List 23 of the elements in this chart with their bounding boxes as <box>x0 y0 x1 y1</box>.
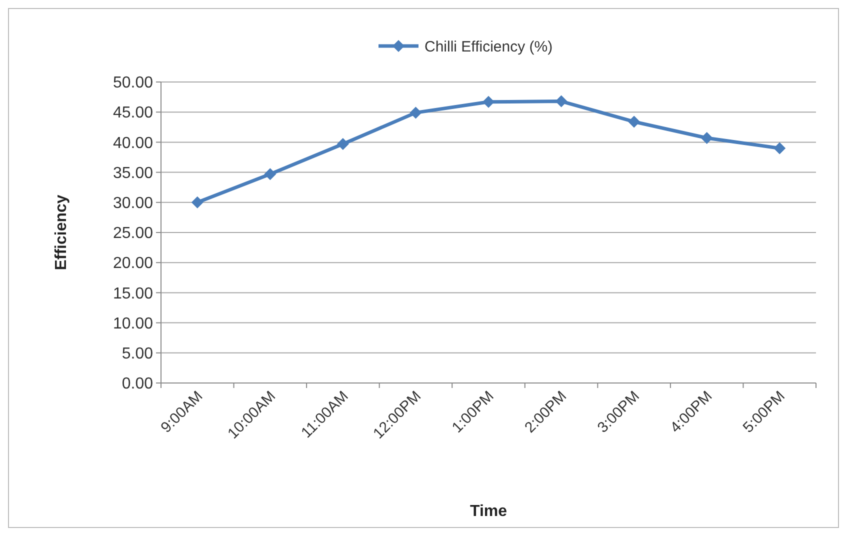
point <box>700 132 713 144</box>
point <box>191 196 204 208</box>
point <box>482 96 494 108</box>
y-tick-label: 35.00 <box>112 164 154 182</box>
legend-label: Chilli Efficiency (%) <box>424 38 553 56</box>
point <box>264 168 276 180</box>
point <box>628 116 640 128</box>
y-tick-label: 40.00 <box>112 134 154 152</box>
point <box>555 95 568 108</box>
y-tick-label: 50.00 <box>112 74 154 92</box>
y-tick-label: 20.00 <box>112 255 154 272</box>
y-tick-label: 5.00 <box>122 346 154 362</box>
point <box>774 142 786 154</box>
y-tick-label: 10.00 <box>112 315 154 332</box>
y-tick-label: 0.00 <box>122 376 154 393</box>
point <box>410 106 422 119</box>
x-axis-title: Time <box>470 503 508 520</box>
point <box>336 138 349 150</box>
y-tick-label: 45.00 <box>112 104 154 122</box>
y-tick-label: 15.00 <box>112 285 154 302</box>
y-tick-label: 25.00 <box>112 225 154 242</box>
y-axis-title: Efficiency <box>53 194 70 270</box>
y-tick-label: 30.00 <box>112 195 154 212</box>
